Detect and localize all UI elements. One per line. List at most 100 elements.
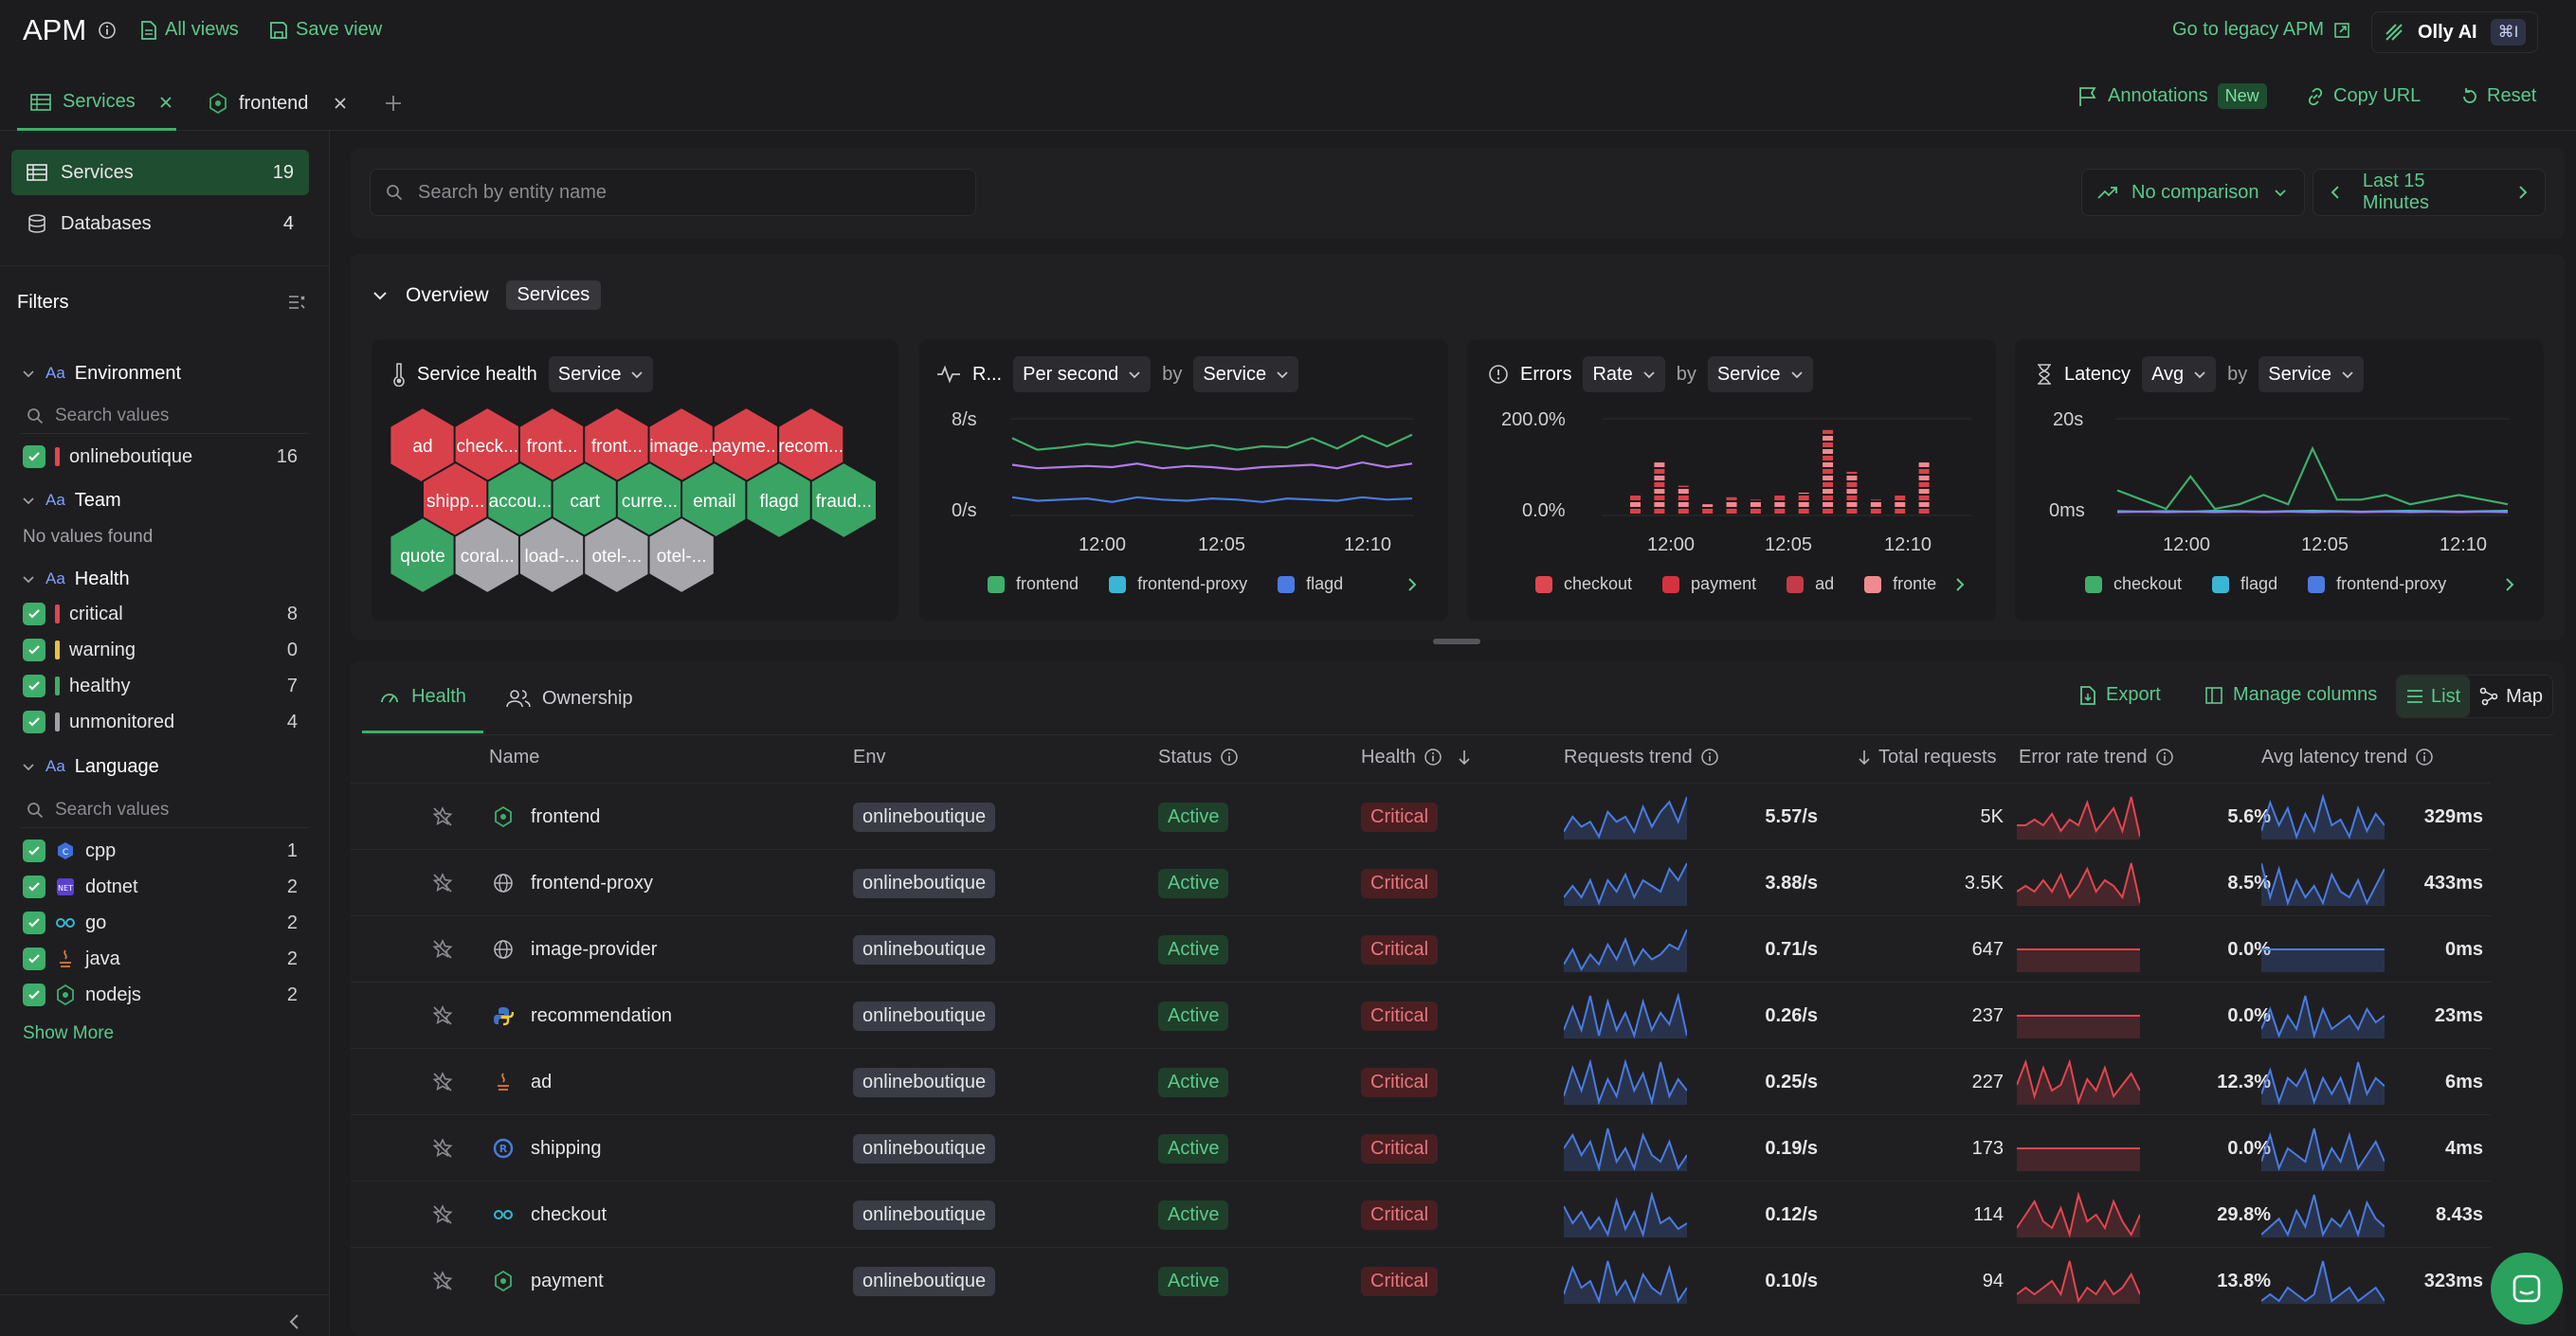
language-search-input[interactable]: Search values	[21, 792, 309, 828]
list-view-button[interactable]: List	[2397, 676, 2471, 717]
filter-team[interactable]: Aa Team	[21, 483, 121, 517]
add-tab-button[interactable]	[383, 93, 404, 114]
legend-next-icon[interactable]	[1406, 576, 1418, 593]
filter-item-nodejs[interactable]: nodejs 2	[23, 978, 298, 1012]
errors-groupby-select[interactable]: Service	[1707, 356, 1813, 392]
filter-item-healthy[interactable]: healthy 7	[23, 669, 298, 703]
annotations-button[interactable]: Annotations New	[2077, 83, 2267, 109]
table-row[interactable]: ad onlineboutique Active Critical 0.25/s…	[351, 1048, 2491, 1114]
filter-item-critical[interactable]: critical 8	[23, 597, 298, 631]
col-error-rate-trend[interactable]: Error rate trend	[2019, 743, 2174, 771]
tab-frontend[interactable]: frontend	[209, 76, 351, 131]
map-view-button[interactable]: Map	[2470, 676, 2552, 717]
checkbox[interactable]	[23, 984, 45, 1006]
col-status[interactable]: Status	[1158, 743, 1239, 771]
table-row[interactable]: recommendation onlineboutique Active Cri…	[351, 982, 2491, 1048]
close-icon[interactable]	[333, 96, 348, 111]
col-latency-trend[interactable]: Avg latency trend	[2261, 743, 2434, 771]
rate-groupby-select[interactable]: Service	[1193, 356, 1299, 392]
filter-language[interactable]: Aa Language	[21, 749, 159, 784]
checkbox[interactable]	[23, 445, 45, 468]
service-name[interactable]: image-provider	[493, 916, 657, 983]
comparison-select[interactable]: No comparison	[2081, 169, 2305, 216]
filter-item-java[interactable]: java 2	[23, 942, 298, 976]
checkbox[interactable]	[23, 603, 45, 625]
service-name[interactable]: frontend-proxy	[493, 850, 653, 916]
legacy-apm-link[interactable]: Go to legacy APM	[2172, 19, 2350, 41]
checkbox[interactable]	[23, 639, 45, 661]
service-name[interactable]: payment	[493, 1248, 604, 1314]
reset-button[interactable]: Reset	[2460, 85, 2536, 107]
filter-item-go[interactable]: go 2	[23, 906, 298, 940]
service-name[interactable]: ad	[493, 1049, 552, 1115]
favorite-toggle[interactable]	[432, 916, 453, 983]
table-row[interactable]: checkout onlineboutique Active Critical …	[351, 1181, 2491, 1247]
col-requests-trend[interactable]: Requests trend	[1564, 743, 1719, 771]
favorite-toggle[interactable]	[432, 983, 453, 1049]
filter-environment[interactable]: Aa Environment	[21, 356, 181, 390]
sidebar-item-services[interactable]: Services 19	[11, 150, 309, 195]
col-name[interactable]: Name	[489, 746, 540, 767]
errors-agg-select[interactable]: Rate	[1583, 356, 1665, 392]
favorite-toggle[interactable]	[432, 784, 453, 850]
time-range-select[interactable]: Last 15 Minutes	[2313, 169, 2546, 216]
hex-healthy[interactable]: curre...	[615, 460, 684, 540]
tab-services[interactable]: Services	[17, 76, 176, 131]
copy-url-button[interactable]: Copy URL	[2305, 85, 2421, 107]
chat-button[interactable]	[2491, 1253, 2563, 1325]
legend-next-icon[interactable]	[1954, 576, 1966, 593]
table-row[interactable]: frontend-proxy onlineboutique Active Cri…	[351, 849, 2491, 915]
service-name[interactable]: recommendation	[493, 983, 672, 1049]
tab-ownership[interactable]: Ownership	[506, 663, 633, 733]
checkbox[interactable]	[23, 912, 45, 934]
checkbox[interactable]	[23, 876, 45, 898]
checkbox[interactable]	[23, 711, 45, 733]
filter-item-unmonitored[interactable]: unmonitored 4	[23, 705, 298, 739]
hex-healthy[interactable]: flagd	[745, 460, 813, 540]
legend-next-icon[interactable]	[2504, 576, 2515, 593]
collapse-sidebar-icon[interactable]	[288, 1313, 301, 1330]
hex-critical[interactable]: front...	[583, 407, 651, 485]
table-row[interactable]: payment onlineboutique Active Critical 0…	[351, 1247, 2491, 1313]
col-total-requests[interactable]: Total requests	[1858, 743, 1997, 771]
health-groupby-select[interactable]: Service	[548, 356, 654, 392]
filter-item-dotnet[interactable]: NET dotnet 2	[23, 870, 298, 904]
hex-healthy[interactable]: quote	[389, 515, 457, 595]
environment-search-input[interactable]: Search values	[21, 398, 309, 434]
entity-search-input[interactable]: Search by entity name	[370, 169, 976, 216]
rate-agg-select[interactable]: Per second	[1013, 356, 1152, 392]
favorite-toggle[interactable]	[432, 1182, 453, 1248]
favorite-toggle[interactable]	[432, 1115, 453, 1182]
checkbox[interactable]	[23, 840, 45, 862]
table-row[interactable]: image-provider onlineboutique Active Cri…	[351, 915, 2491, 982]
filter-item-onlineboutique[interactable]: onlineboutique 16	[23, 440, 298, 474]
sidebar-item-databases[interactable]: Databases 4	[11, 201, 309, 246]
close-icon[interactable]	[158, 95, 173, 110]
hex-healthy[interactable]: fraud...	[809, 460, 878, 540]
manage-columns-button[interactable]: Manage columns	[2204, 684, 2377, 706]
export-button[interactable]: Export	[2079, 684, 2161, 706]
hex-unmonitored[interactable]: otel-...	[583, 515, 651, 595]
save-view-button[interactable]: Save view	[269, 19, 382, 41]
filter-options-icon[interactable]	[286, 292, 307, 313]
favorite-toggle[interactable]	[432, 1248, 453, 1314]
tab-health[interactable]: Health	[362, 663, 483, 733]
hex-critical[interactable]: front...	[517, 407, 587, 485]
favorite-toggle[interactable]	[432, 1049, 453, 1115]
filter-item-cpp[interactable]: C cpp 1	[23, 834, 298, 868]
latency-agg-select[interactable]: Avg	[2142, 356, 2217, 392]
hex-healthy[interactable]: cart	[551, 460, 619, 540]
latency-groupby-select[interactable]: Service	[2259, 356, 2364, 392]
col-env[interactable]: Env	[853, 746, 886, 767]
hex-unmonitored[interactable]: otel-...	[647, 515, 716, 595]
checkbox[interactable]	[23, 948, 45, 970]
service-name[interactable]: checkout	[493, 1182, 607, 1248]
filter-item-warning[interactable]: warning 0	[23, 633, 298, 667]
overview-toggle[interactable]: Overview Services	[372, 280, 602, 310]
filter-health[interactable]: Aa Health	[21, 562, 130, 596]
info-icon[interactable]	[98, 21, 117, 40]
show-more-link[interactable]: Show More	[23, 1023, 115, 1043]
all-views-button[interactable]: All views	[140, 19, 239, 41]
